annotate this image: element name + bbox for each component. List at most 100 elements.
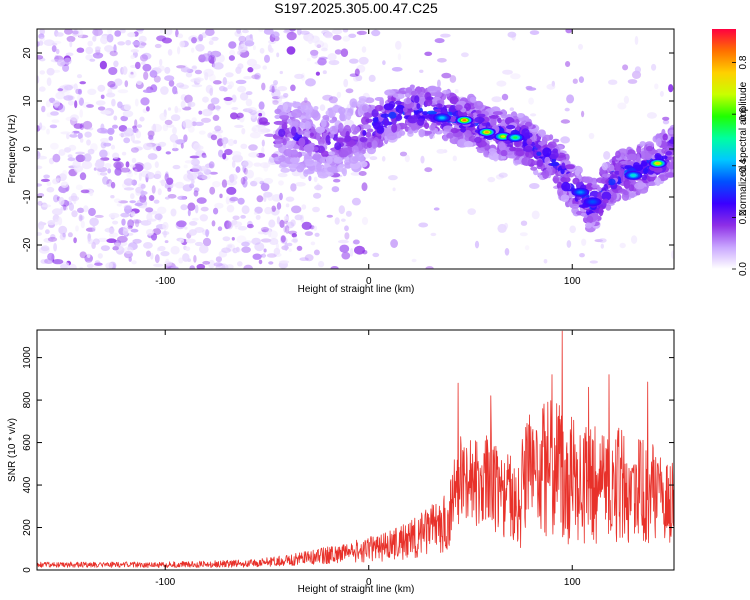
spectrogram-noise-cell [314,232,320,237]
spectrogram-noise-cell [564,107,570,112]
spectrogram-noise-cell [351,197,361,206]
spectrogram-noise-cell [105,262,114,269]
spectrogram-y-tick-label: -20 [22,237,33,252]
spectrogram-noise-cell [487,176,496,183]
spectrogram-noise-cell [354,68,360,77]
spectrogram-noise-cell [75,154,86,163]
spectrogram-noise-cell [171,147,179,152]
spectrogram-signal-cell [426,110,438,115]
spectrogram-noise-cell [77,88,83,95]
spectrogram-signal-cell [488,148,497,154]
spectrogram-noise-cell [263,29,274,35]
spectrogram-y-tick-label: -10 [22,189,33,204]
spectrogram-noise-cell [361,216,369,226]
spectrogram-noise-cell [434,38,445,44]
spectrogram-noise-cell [136,80,142,86]
spectrogram-noise-cell [264,133,275,137]
spectrogram-noise-cell [341,218,346,222]
spectrogram-signal-cell [446,132,454,139]
spectrogram-noise-cell [334,49,342,55]
spectrogram-noise-cell [565,61,571,67]
spectrogram-signal-cell [663,145,673,151]
spectrogram-noise-cell [119,132,131,137]
spectrogram-noise-cell [565,29,573,34]
spectrogram-noise-cell [345,88,354,94]
spectrogram-signal-cell [628,184,635,192]
spectrogram-signal-cell [521,156,532,166]
spectrogram-signal-cell [490,114,499,119]
spectrogram-noise-cell [146,212,153,222]
spectrogram-noise-cell [86,104,94,108]
spectrogram-noise-cell [244,35,254,44]
spectrogram-noise-cell [118,124,128,132]
spectrogram-noise-cell [560,119,571,124]
spectrogram-noise-cell [80,189,90,194]
spectrogram-noise-cell [92,52,104,59]
spectrogram-noise-cell [87,238,93,245]
spectrogram-noise-cell [74,100,78,109]
spectrogram-noise-cell [123,246,134,254]
spectrogram-noise-cell [153,263,164,267]
spectrogram-noise-cell [172,164,181,170]
spectrogram-signal-cell [522,140,528,147]
spectrogram-noise-cell [257,117,263,125]
spectrogram-noise-cell [38,86,46,92]
spectrogram-noise-cell [272,100,279,105]
spectrogram-noise-cell [153,199,160,204]
spectrogram-noise-cell [263,193,267,202]
spectrogram-noise-cell [328,96,338,104]
spectrogram-noise-cell [134,202,143,207]
spectrogram-noise-cell [205,229,210,238]
spectrogram-noise-cell [440,33,451,38]
spectrogram-noise-cell [108,226,115,234]
spectrogram-noise-cell [182,184,193,192]
spectrogram-noise-cell [151,123,163,133]
spectrogram-noise-cell [202,237,212,247]
spectrogram-noise-cell [496,80,507,87]
spectrogram-noise-cell [345,210,352,217]
spectrogram-noise-cell [395,40,402,50]
spectrogram-signal-cell [279,115,290,120]
spectrogram-noise-cell [94,161,105,169]
spectrogram-noise-cell [51,119,60,123]
spectrogram-noise-cell [37,165,43,170]
spectrogram-signal-cell [598,207,604,217]
spectrogram-noise-cell [221,247,232,253]
spectrogram-noise-cell [313,192,322,199]
spectrogram-noise-cell [337,239,349,244]
spectrogram-noise-cell [498,172,508,178]
spectrogram-noise-cell [195,44,205,52]
spectrogram-y-axis-label: Frequency (Hz) [7,115,18,184]
spectrogram-noise-cell [154,213,163,220]
spectrogram-noise-cell [67,157,76,162]
spectrogram-noise-cell [78,214,83,222]
spectrogram-noise-cell [108,67,118,75]
spectrogram-noise-cell [190,158,200,166]
spectrogram-signal-cell [410,90,417,96]
spectrogram-noise-cell [58,225,68,235]
snr-y-axis-label: SNR (10 * v/v) [7,418,18,482]
spectrogram-noise-cell [37,75,40,84]
spectrogram-signal-cell [407,130,414,134]
spectrogram-noise-cell [99,60,107,70]
spectrogram-noise-cell [66,133,70,140]
spectrogram-noise-cell [191,179,195,185]
spectrogram-signal-cell [615,150,621,159]
spectrogram-noise-cell [170,114,181,122]
spectrogram-noise-cell [240,215,246,219]
spectrogram-noise-cell [313,225,318,231]
spectrogram-signal-cell [544,156,551,165]
spectrogram-noise-cell [223,97,233,101]
spectrogram-noise-cell [277,86,288,92]
spectrogram-noise-cell [68,100,74,106]
spectrogram-noise-cell [61,170,68,178]
spectrogram-noise-cell [149,70,158,78]
spectrogram-noise-cell [92,29,103,36]
spectrogram-noise-cell [84,254,93,263]
spectrogram-signal-cell [601,162,608,171]
spectrogram-noise-cell [304,254,314,262]
spectrogram-noise-cell [229,49,236,57]
spectrogram-noise-cell [566,94,575,104]
spectrogram-noise-cell [135,130,142,139]
spectrogram-noise-cell [241,29,249,34]
